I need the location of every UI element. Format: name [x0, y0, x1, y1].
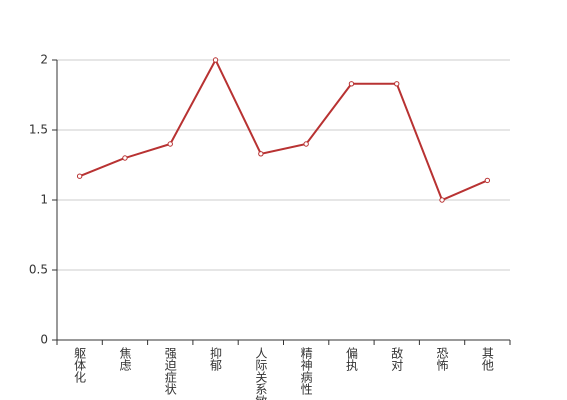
point — [258, 151, 264, 157]
point — [439, 197, 445, 203]
x-tick-label: 精神病性 — [299, 347, 313, 396]
y-tick-label: 0 — [40, 333, 48, 347]
y-tick-label: 0.5 — [29, 263, 48, 277]
x-tick-label: 恐怖 — [435, 347, 449, 371]
y-tick-label: 2 — [40, 53, 48, 67]
point — [303, 141, 309, 147]
x-tick-label: 人际关系敏感 — [254, 347, 268, 400]
line — [79, 57, 488, 202]
x-tick-label: 敌对 — [390, 346, 404, 371]
point — [122, 155, 128, 161]
x-tick-label: 抑郁 — [209, 346, 223, 372]
x-tick-label: 偏执 — [344, 346, 358, 372]
point — [212, 57, 219, 63]
point — [76, 173, 83, 179]
point — [394, 81, 400, 87]
y-tick-label: 1 — [40, 193, 48, 207]
y-tick-label: 1.5 — [29, 123, 48, 137]
x-tick-label: 其他 — [480, 347, 494, 371]
x-tick-label: 强迫症状 — [163, 347, 177, 395]
point — [348, 81, 355, 87]
point — [167, 141, 173, 147]
x-tick-label: 躯体化 — [73, 346, 87, 384]
point — [484, 177, 491, 184]
x-tick-label: 焦虑 — [118, 347, 132, 371]
